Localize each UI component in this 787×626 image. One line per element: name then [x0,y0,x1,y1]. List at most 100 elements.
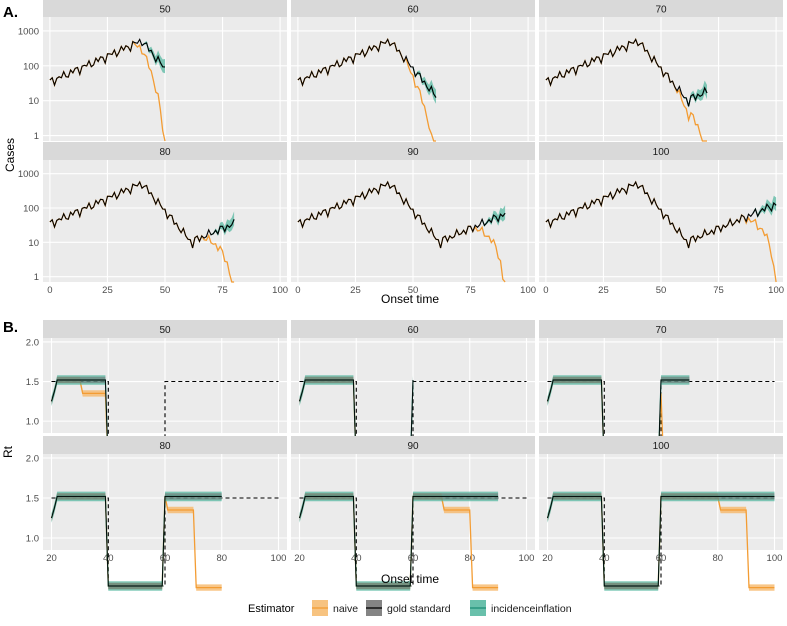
x-tick-label: 25 [102,285,113,296]
x-tick-label: 100 [520,285,536,296]
facet-strip-label: 100 [653,441,670,452]
x-tick-label: 100 [271,553,287,564]
facet-strip [291,436,535,454]
x-tick-label: 100 [272,285,288,296]
legend: Estimator naive gold standard incidenceinf… [248,600,572,616]
x-tick-label: 80 [464,553,475,564]
facet-strip-label: 50 [159,325,171,336]
facet-strip [291,142,535,160]
x-tick-label: 50 [656,285,667,296]
y-tick-label: 100 [23,204,39,215]
x-tick-label: 75 [217,285,228,296]
x-tick-label: 100 [768,285,784,296]
x-tick-label: 0 [47,285,52,296]
facet-strip [43,0,287,17]
y-tick-label: 2.0 [26,454,39,465]
x-tick-label: 75 [465,285,476,296]
facet-strip-label: 70 [655,5,667,16]
series-incidenceinflation-ribbon [211,211,235,236]
x-tick-label: 100 [519,553,535,564]
facet-b-80: 80 1.0 1.5 2.0 20 40 60 80 100 [26,436,287,591]
facet-a-90: 90 0 25 50 75 100 [291,142,536,296]
series-incidenceinflation-ribbon [753,195,777,218]
series-gold-standard [545,180,777,249]
facet-b-70: 70 [539,320,783,474]
x-tick-label: 20 [294,553,305,564]
series-gold-standard [297,180,506,249]
facet-strip [539,320,783,338]
facet-strip [539,0,783,17]
facet-a-60: 60 [291,0,535,142]
facet-strip-label: 80 [159,441,171,452]
facet-strip-label: 90 [407,441,419,452]
y-tick-label: 1000 [18,169,39,180]
facet-strip-label: 60 [407,5,419,16]
x-tick-label: 80 [712,553,723,564]
series-gold-standard [547,495,775,587]
y-tick-label: 10 [28,238,39,249]
facet-b-100: 100 20 40 60 80 100 [539,436,783,591]
facet-b-90: 90 20 40 60 80 100 [291,436,535,591]
x-tick-label: 60 [160,553,171,564]
legend-label-1: gold standard [387,603,451,615]
x-tick-label: 50 [408,285,419,296]
panel-a-label: A. [3,4,18,21]
y-tick-label: 1000 [18,26,39,37]
x-tick-label: 60 [408,553,419,564]
x-tick-label: 50 [160,285,171,296]
x-tick-label: 100 [767,553,783,564]
panel-a-xlabel: Onset time [381,292,439,306]
y-tick-label: 1 [34,272,39,283]
x-tick-label: 20 [46,553,57,564]
x-tick-label: 25 [598,285,609,296]
y-tick-label: 1.0 [26,534,39,545]
x-tick-label: 80 [216,553,227,564]
facet-strip-label: 80 [159,147,171,158]
series-gold-standard [51,495,222,587]
x-tick-label: 0 [543,285,548,296]
facet-b-60: 60 [291,320,535,496]
y-tick-label: 100 [23,61,39,72]
facet-strip-label: 50 [159,5,171,16]
x-tick-label: 40 [599,553,610,564]
facet-strip [291,320,535,338]
y-tick-label: 1 [34,131,39,142]
facet-a-70: 70 [539,0,783,142]
facet-strip [43,436,287,454]
x-tick-label: 40 [103,553,114,564]
legend-title: Estimator [248,603,295,615]
facet-strip-label: 70 [655,325,667,336]
series-gold-standard [545,38,708,107]
facet-strip [43,320,287,338]
facet-strip [539,142,783,160]
x-tick-label: 40 [351,553,362,564]
panel-b-label: B. [3,319,18,336]
x-tick-label: 20 [542,553,553,564]
series-gold-standard [299,495,499,587]
y-tick-label: 1.5 [26,494,39,505]
facet-a-80: 80 1 10 100 1000 0 25 50 75 100 [18,142,288,296]
y-tick-label: 10 [28,96,39,107]
series-gold-standard [49,180,235,249]
series-gold-standard [49,38,166,87]
facet-strip-label: 60 [407,325,419,336]
panel-b-xlabel: Onset time [381,572,439,586]
y-tick-label: 1.0 [26,417,39,428]
facet-a-100: 100 0 25 50 75 100 [539,142,784,296]
panel-b-ylabel: Rt [1,445,15,458]
y-tick-label: 1.5 [26,377,39,388]
facet-strip-label: 90 [407,147,419,158]
panel-b-rt: 50 1.0 1.5 2.0 60 70 80 1.0 1.5 2.0 20 40 60 80 100 90 2… [26,320,783,591]
x-tick-label: 60 [656,553,667,564]
facet-strip-label: 100 [653,147,670,158]
facet-strip [43,142,287,160]
facet-strip [291,0,535,17]
y-tick-label: 2.0 [26,337,39,348]
legend-label-2: incidenceinflation [491,603,572,615]
panel-a-ylabel: Cases [3,138,17,172]
legend-label-0: naive [333,603,358,615]
facet-strip [539,436,783,454]
x-tick-label: 75 [713,285,724,296]
